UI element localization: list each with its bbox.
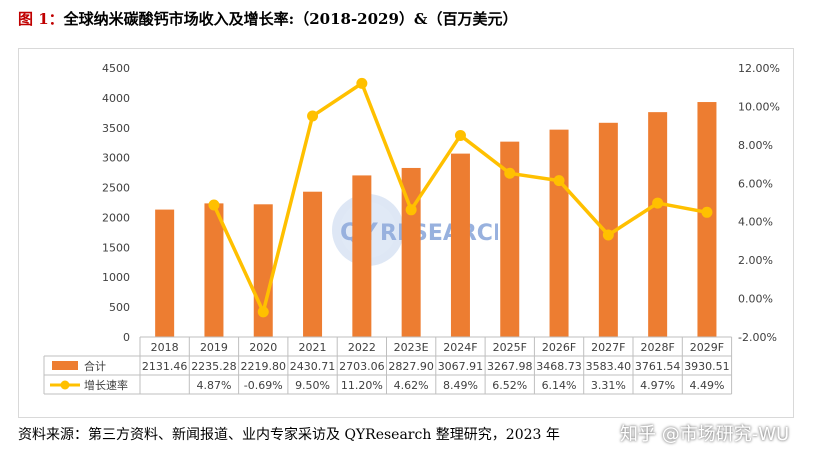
- y-left-tick-label: 4500: [102, 62, 130, 75]
- legend-label-growth: 增长速率: [84, 378, 128, 392]
- data-label-revenue: 2235.28: [191, 360, 237, 373]
- data-label-growth: 11.20%: [341, 379, 383, 392]
- x-tick-label: 2021: [299, 341, 327, 354]
- data-label-growth: -0.69%: [244, 379, 283, 392]
- data-label-growth: 4.49%: [689, 379, 724, 392]
- data-label-growth: 9.50%: [295, 379, 330, 392]
- line-point: [652, 197, 664, 209]
- y-right-tick-label: 8.00%: [738, 139, 773, 152]
- data-label-revenue: 3583.40: [586, 360, 632, 373]
- bar: [549, 129, 569, 337]
- y-left-tick-label: 2500: [102, 182, 130, 195]
- qyresearch-logo: QY RESEARCH: [332, 194, 498, 266]
- legend-key-bar: [52, 361, 78, 370]
- y-right-tick-label: 0.00%: [738, 293, 773, 306]
- legend-label-revenue: 合计: [84, 359, 106, 373]
- data-label-revenue: 3761.54: [635, 360, 681, 373]
- data-label-revenue: 2219.80: [241, 360, 287, 373]
- line-point: [307, 110, 319, 122]
- line-point: [602, 229, 614, 241]
- data-label-growth: 6.52%: [492, 379, 527, 392]
- data-label-revenue: 3267.98: [487, 360, 533, 373]
- bar: [155, 209, 175, 337]
- data-label-growth: 8.49%: [443, 379, 478, 392]
- data-label-growth: 4.87%: [196, 379, 231, 392]
- y-right-tick-label: 2.00%: [738, 254, 773, 267]
- y-right-tick-label: 6.00%: [738, 177, 773, 190]
- bar: [204, 203, 224, 337]
- line-point: [257, 306, 269, 318]
- figure-number: 图 1：: [18, 10, 64, 28]
- y-right-tick-label: 10.00%: [738, 100, 780, 113]
- logo-text-research: RESEARCH: [380, 221, 498, 246]
- chart-frame: [18, 48, 794, 418]
- data-label-growth: 3.31%: [591, 379, 626, 392]
- line-point: [504, 167, 516, 179]
- bar: [303, 191, 323, 337]
- y-left-tick-label: 500: [109, 301, 130, 314]
- x-tick-label: 2022: [348, 341, 376, 354]
- chart-title: 图 1：全球纳米碳酸钙市场收入及增长率:（2018-2029）&（百万美元）: [18, 8, 517, 29]
- line-point: [208, 199, 220, 211]
- data-label-revenue: 2430.71: [290, 360, 336, 373]
- x-tick-label: 2023E: [394, 341, 429, 354]
- data-label-revenue: 2131.46: [142, 360, 188, 373]
- data-label-revenue: 2703.06: [339, 360, 385, 373]
- legend-key-marker: [60, 380, 70, 390]
- y-right-tick-label: 4.00%: [738, 216, 773, 229]
- data-label-growth: 4.97%: [640, 379, 675, 392]
- line-point: [454, 129, 466, 141]
- watermark: 知乎 @市场研究-WU: [620, 424, 790, 445]
- y-left-tick-label: 3500: [102, 122, 130, 135]
- data-label-revenue: 3930.51: [684, 360, 730, 373]
- y-left-tick-label: 1000: [102, 271, 130, 284]
- data-label-revenue: 3067.91: [438, 360, 484, 373]
- y-left-tick-label: 1500: [102, 241, 130, 254]
- combo-chart: 0 500 1000 1500 2000 2500 3000 3500 4000 4500 -2.0…: [43, 62, 780, 395]
- data-label-revenue: 3468.73: [536, 360, 582, 373]
- x-tick-label: 2028F: [640, 341, 674, 354]
- x-tick-label: 2025F: [493, 341, 527, 354]
- y-right-tick-label: 12.00%: [738, 62, 780, 75]
- y-left-tick-label: 0: [123, 331, 130, 344]
- x-tick-label: 2024F: [443, 341, 477, 354]
- x-tick-label: 2020: [249, 341, 277, 354]
- y-right-tick-label: -2.00%: [738, 331, 777, 344]
- data-label-growth: 4.62%: [394, 379, 429, 392]
- bar: [500, 141, 520, 337]
- x-tick-label: 2029F: [690, 341, 724, 354]
- x-tick-label: 2018: [151, 341, 179, 354]
- y-left-tick-label: 4000: [102, 92, 130, 105]
- bar: [352, 175, 372, 337]
- line-point: [405, 204, 417, 216]
- bar: [697, 102, 717, 337]
- title-text: 全球纳米碳酸钙市场收入及增长率:（2018-2029）&（百万美元）: [63, 10, 518, 28]
- line-point: [701, 206, 713, 218]
- source-note: 资料来源：第三方资料、新闻报道、业内专家采访及 QYResearch 整理研究，…: [18, 427, 560, 443]
- y-left-tick-label: 2000: [102, 211, 130, 224]
- x-tick-label: 2026F: [542, 341, 576, 354]
- line-point: [553, 175, 565, 187]
- x-tick-label: 2019: [200, 341, 228, 354]
- bar: [648, 112, 668, 338]
- data-label-growth: 6.14%: [542, 379, 577, 392]
- x-tick-label: 2027F: [591, 341, 625, 354]
- line-point: [356, 77, 368, 89]
- y-left-tick-label: 3000: [102, 152, 130, 165]
- bar: [450, 153, 470, 337]
- data-label-revenue: 2827.90: [388, 360, 434, 373]
